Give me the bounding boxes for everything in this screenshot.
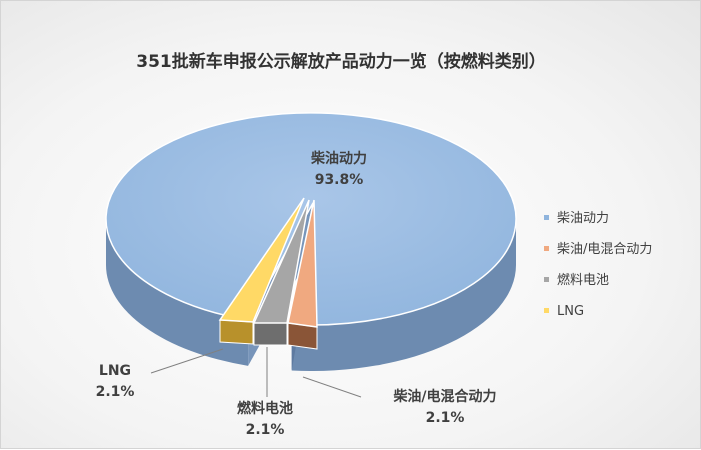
legend-label-lng: LNG [557,304,584,319]
data-label-category-lng: LNG [99,363,131,379]
data-label-value-燃料电池: 2.1% [246,422,285,438]
slice-lng [218,197,305,323]
data-label-value-柴油-电混合动力: 2.1% [426,410,465,426]
legend-label-柴油动力: 柴油动力 [557,211,609,226]
legend-label-柴油-电混合动力: 柴油/电混合动力 [557,242,652,257]
chart-title: 351批新车申报公示解放产品动力一览（按燃料类别） [136,51,546,72]
slice-side-柴油动力-right [291,219,516,371]
data-label-value-柴油动力: 93.8% [315,172,364,188]
leader-line-柴油-电混合动力 [302,376,362,398]
legend-swatch-柴油动力 [544,215,549,220]
leader-line-lng [150,348,224,374]
data-label-category-柴油-电混合动力: 柴油/电混合动力 [392,388,496,405]
slice-燃料电池 [252,199,310,324]
slice-side-燃料电池 [253,322,288,346]
legend-swatch-lng [544,308,549,313]
legend-label-燃料电池: 燃料电池 [557,272,609,288]
pie-layer [105,112,517,371]
data-label-category-燃料电池: 燃料电池 [237,400,293,417]
legend-swatch-燃料电池 [544,277,549,282]
slice-side-lng [219,319,254,345]
data-label-category-柴油动力: 柴油动力 [310,150,367,167]
data-labels: 柴油动力 93.8% 柴油/电混合动力 2.1% 燃料电池 2.1% LNG 2.1% [96,150,497,438]
data-label-value-lng: 2.1% [96,384,135,400]
legend-swatch-柴油-电混合动力 [544,246,549,251]
slice-柴油-电混合动力 [287,199,318,328]
slice-side-柴油动力-left [106,219,249,366]
